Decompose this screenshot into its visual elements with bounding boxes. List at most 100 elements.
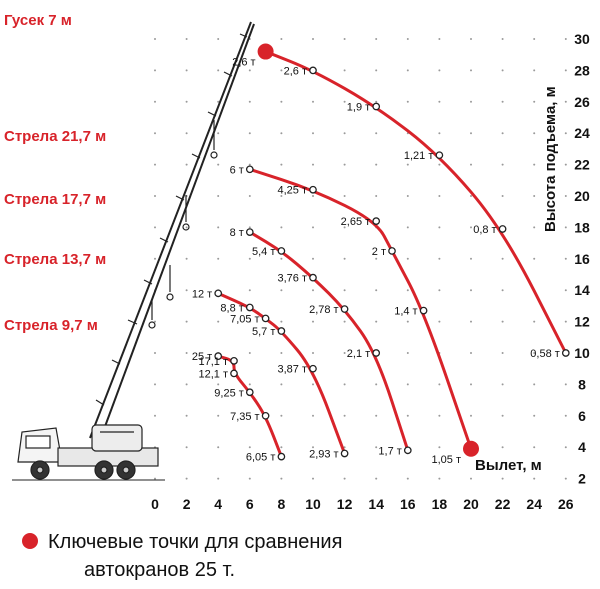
data-label: 3,76 т xyxy=(277,273,307,285)
legend-text: Ключевые точки для сравнения автокранов … xyxy=(48,528,342,584)
grid-dot xyxy=(501,477,504,480)
data-label: 2,65 т xyxy=(341,216,371,228)
legend-line-1: Ключевые точки для сравнения xyxy=(48,531,343,553)
x-tick-label: 4 xyxy=(214,496,222,512)
grid-dot xyxy=(312,352,314,354)
y-tick-label: 8 xyxy=(578,376,586,392)
data-point xyxy=(245,165,254,174)
grid-dot xyxy=(280,320,283,323)
grid-dot xyxy=(564,38,567,40)
grid-dot xyxy=(185,132,188,135)
grid-dot xyxy=(438,446,441,449)
grid-dot xyxy=(375,257,378,260)
grid-dot xyxy=(280,257,283,260)
data-label: 17,1 т xyxy=(198,356,228,368)
grid-dot xyxy=(343,100,346,103)
grid-dot xyxy=(343,195,346,197)
grid-dot xyxy=(375,289,378,292)
grid-dot xyxy=(438,257,441,260)
grid-dot xyxy=(501,257,504,260)
data-point xyxy=(372,217,381,225)
boom-label-jib: Гусек 7 м xyxy=(4,12,72,29)
data-label: 7,05 т xyxy=(230,313,260,325)
x-tick-label: 6 xyxy=(246,496,254,512)
boom-label-21-7: Стрела 21,7 м xyxy=(4,128,106,145)
grid-dot xyxy=(217,414,220,417)
grid-dot xyxy=(343,414,346,417)
series-layer: 2,6 т 2,6 т 1,9 т 1,21 т 0,8 т 0,58 т 6 т 4,25 … xyxy=(192,43,570,466)
boom-label-17-7: Стрела 17,7 м xyxy=(4,191,106,208)
grid-dot xyxy=(343,132,346,135)
grid-dot xyxy=(248,446,251,449)
grid-dot xyxy=(438,100,441,103)
grid-dot xyxy=(312,38,314,40)
data-point xyxy=(340,449,349,458)
grid-dot xyxy=(217,195,220,197)
data-label: 6 т xyxy=(230,164,244,176)
data-point xyxy=(435,151,444,160)
data-point xyxy=(309,364,317,373)
grid-dot xyxy=(280,163,283,166)
data-label: 0,58 т xyxy=(530,348,560,360)
grid-dot xyxy=(406,352,409,354)
grid-dot xyxy=(312,132,314,135)
grid-dot xyxy=(533,320,536,323)
data-point xyxy=(245,228,254,236)
data-point xyxy=(277,247,286,255)
data-point xyxy=(309,273,317,282)
grid-dot xyxy=(470,226,472,229)
grid-dot xyxy=(564,226,567,229)
y-axis-title: Высота подъема, м xyxy=(542,86,559,232)
data-label: 1,7 т xyxy=(378,445,401,457)
grid-dot xyxy=(533,195,536,197)
grid-dot xyxy=(154,226,156,229)
grid-dot xyxy=(438,320,441,323)
grid-dot xyxy=(375,477,378,480)
grid-dot xyxy=(248,69,251,72)
grid-dot xyxy=(154,132,156,135)
grid-dot xyxy=(533,352,536,354)
data-point xyxy=(245,303,254,312)
data-point xyxy=(277,452,286,461)
grid-dot xyxy=(248,383,251,386)
grid-dot xyxy=(280,226,283,229)
y-tick-label: 10 xyxy=(574,345,590,361)
grid-dot xyxy=(343,477,346,480)
data-point xyxy=(388,247,396,255)
data-label: 9,25 т xyxy=(214,387,244,399)
data-label: 2,78 т xyxy=(309,304,339,316)
y-tick-label: 16 xyxy=(574,251,590,267)
y-tick-label: 24 xyxy=(574,125,590,141)
grid-dot xyxy=(470,257,472,260)
grid-dot xyxy=(248,195,251,197)
grid-dot xyxy=(438,414,441,417)
crane-truck-icon xyxy=(12,21,255,481)
grid-dot xyxy=(501,38,504,40)
grid-dot xyxy=(343,69,346,72)
grid-dot xyxy=(343,257,346,260)
grid-dot xyxy=(564,69,567,72)
grid-dot xyxy=(501,163,504,166)
grid-dot xyxy=(280,446,283,449)
grid-dot xyxy=(564,100,567,103)
data-point xyxy=(261,411,270,420)
data-point xyxy=(403,446,412,455)
x-tick-label: 10 xyxy=(305,496,321,512)
data-label: 7,35 т xyxy=(230,411,260,423)
grid-dot xyxy=(217,383,220,386)
grid-dot xyxy=(406,320,409,323)
grid-dot xyxy=(533,69,536,72)
load-chart: Гусек 7 м Стрела 21,7 м Стрела 17,7 м Ст… xyxy=(4,12,590,512)
grid-dot xyxy=(533,446,536,449)
grid-dot xyxy=(406,226,409,229)
x-tick-label: 12 xyxy=(337,496,353,512)
grid-dot xyxy=(564,257,567,260)
grid-dot xyxy=(185,69,188,72)
grid-dot xyxy=(217,226,220,229)
grid-dot xyxy=(564,195,567,197)
grid-dot xyxy=(280,289,283,292)
data-point xyxy=(230,356,238,365)
data-point xyxy=(309,66,317,75)
x-tick-label: 16 xyxy=(400,496,416,512)
grid-dot xyxy=(470,69,472,72)
